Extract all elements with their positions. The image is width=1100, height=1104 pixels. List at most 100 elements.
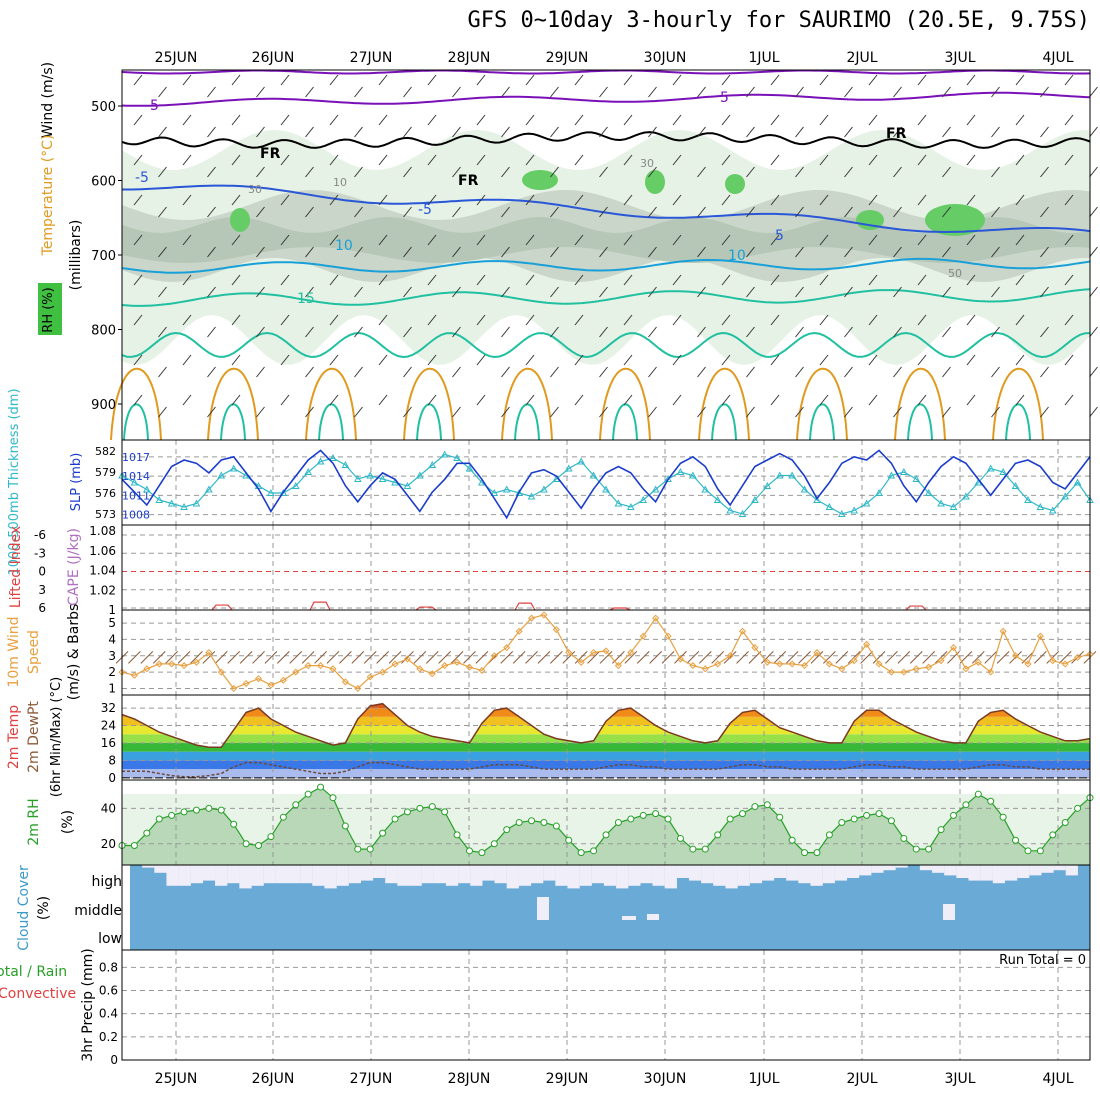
- wind-barb: [599, 366, 608, 378]
- rh-point: [627, 815, 635, 823]
- wind-speed-point: [441, 662, 449, 670]
- rh-point: [267, 833, 275, 841]
- isotherm-minus5: [122, 184, 1091, 234]
- thickness-point: [788, 471, 796, 479]
- rh-point: [465, 847, 473, 855]
- wind-barb: [770, 194, 780, 206]
- wind-speed-point: [391, 660, 399, 668]
- rh-point: [676, 834, 684, 842]
- ylabel-barbs: (m/s) & Barbs: [66, 604, 82, 701]
- wind-barb-10m: [152, 651, 166, 664]
- rh-point: [925, 845, 933, 853]
- cloud-high-gap: [567, 865, 580, 889]
- wind-barb: [525, 154, 535, 166]
- wind-barb: [648, 406, 657, 418]
- wind-barb: [697, 86, 706, 98]
- wind-barb: [354, 126, 363, 138]
- wind-barb: [648, 206, 657, 218]
- isotherm-30-loop: [416, 403, 442, 441]
- wind-barb: [256, 326, 265, 338]
- wind-barb: [133, 74, 143, 86]
- wind-barb: [868, 234, 878, 246]
- rh-point: [453, 831, 461, 839]
- ylabel-rh-pct: (%): [60, 810, 76, 834]
- wind-speed-point: [465, 663, 474, 671]
- wind-barb: [305, 166, 314, 178]
- freezing-level: [121, 131, 1091, 149]
- wind-speed-point: [602, 647, 610, 655]
- wind-speed-point: [974, 658, 982, 666]
- wind-barb: [329, 394, 339, 406]
- wind-speed-point: [1061, 660, 1069, 668]
- thickness-point: [217, 471, 226, 479]
- wind-barb: [378, 74, 388, 86]
- rh-point: [639, 811, 647, 819]
- thickness-point: [900, 467, 908, 475]
- wind-barb: [574, 314, 584, 326]
- ylabel-thickness: 1000-500mb Thickness (dm): [7, 388, 22, 575]
- wind-speed-point: [540, 611, 548, 619]
- thickness-point: [589, 471, 598, 479]
- rh-point: [304, 790, 312, 798]
- wind-barb: [207, 166, 216, 178]
- bottom-date-label: 4JUL: [1042, 1071, 1073, 1087]
- temp-tick-label: 0: [108, 771, 116, 785]
- wind-barb: [966, 354, 976, 366]
- precip-tick-label: 0.6: [99, 984, 118, 998]
- wind-barb: [256, 366, 265, 378]
- wind-barb: [305, 246, 314, 258]
- wind-barb-10m: [823, 651, 836, 664]
- wind-barb: [574, 74, 584, 86]
- wind-speed-point: [416, 665, 424, 673]
- wind-barb: [942, 286, 951, 298]
- cloud-high-gap: [239, 865, 252, 889]
- wind-speed-point: [825, 660, 833, 668]
- wind-speed-point: [242, 680, 250, 688]
- wind-barb-10m: [388, 651, 402, 664]
- thickness-point: [800, 485, 809, 493]
- thickness-point: [751, 495, 759, 503]
- wind-barb: [182, 274, 192, 286]
- wind-barb: [1089, 126, 1098, 138]
- cloud-high-gap: [810, 865, 823, 886]
- wind-barb: [746, 286, 755, 298]
- wind-speed-point: [192, 658, 200, 666]
- rh-point: [838, 819, 846, 826]
- wind-speed-point: [143, 665, 151, 673]
- wind-barb: [648, 326, 657, 338]
- wind-barb-10m: [587, 651, 600, 664]
- rh-tick-label: 40: [101, 801, 116, 815]
- wind-barb-10m: [450, 651, 464, 664]
- ylabel-2m-rh: 2m RH: [26, 798, 42, 845]
- wind-barb: [721, 154, 731, 166]
- wind-barb: [795, 86, 804, 98]
- wind-barb: [819, 314, 829, 326]
- wind-barb: [427, 194, 437, 206]
- wind-barb: [501, 126, 510, 138]
- chart-title: GFS 0~10day 3-hourly for SAURIMO (20.5E,…: [467, 8, 1090, 33]
- isotherm-10: [121, 257, 1091, 274]
- wind-barb: [1064, 74, 1074, 86]
- wind-barb-10m: [326, 651, 340, 664]
- rh-point: [255, 842, 263, 850]
- wind-barb: [917, 234, 927, 246]
- wind-barb: [893, 366, 902, 378]
- pressure-tick-label: 700: [91, 249, 116, 264]
- wind-barb: [256, 86, 265, 98]
- rh-point: [1061, 819, 1069, 826]
- isotherm-30-loop: [612, 403, 638, 441]
- cloud-high-gap: [494, 865, 507, 884]
- wind-barb: [1015, 114, 1025, 126]
- thickness-point: [924, 488, 933, 496]
- wind-barb: [256, 406, 265, 418]
- isotherm-30-loop: [318, 403, 344, 441]
- wind-barb: [868, 314, 878, 326]
- wind-barb: [427, 154, 437, 166]
- cape-mark: [309, 601, 331, 611]
- rh-point: [354, 845, 362, 853]
- wind-speed-point: [341, 678, 349, 686]
- top-date-label: 4JUL: [1042, 50, 1073, 66]
- cloud-high-gap: [215, 865, 228, 886]
- wind-barb: [525, 234, 535, 246]
- wind-barb: [354, 406, 363, 418]
